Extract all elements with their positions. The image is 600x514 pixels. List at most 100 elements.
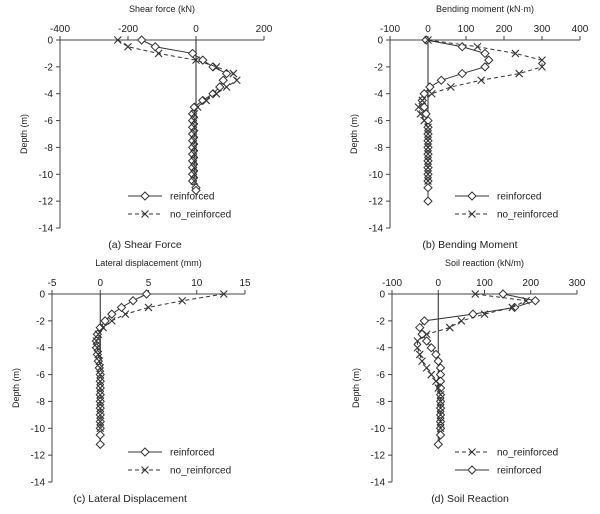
x-point [190,123,199,132]
y-tick-label: -4 [44,89,53,100]
x-tick-label: -100 [382,278,402,289]
x-point [192,56,200,65]
diamond-point [435,430,446,440]
y-tick-label: -10 [371,424,386,435]
x-point [96,384,105,392]
x-point [94,330,103,339]
y-tick-label: 0 [379,290,385,301]
y-tick-label: -14 [371,478,386,489]
x-tick-label: 0 [193,24,199,35]
y-tick-label: -14 [39,224,54,235]
x-point [427,370,436,379]
x-tick-label: 15 [239,278,251,289]
legend-label: no_reinforced [170,466,231,477]
y-tick-label: -4 [376,343,385,354]
y-tick-label: -2 [376,316,385,327]
series-line [117,39,238,181]
diamond-point [423,196,433,206]
x-point [190,116,199,125]
x-point [436,424,445,433]
x-point [178,296,187,305]
panel-caption: (a) Shear Force [108,239,182,251]
y-tick-label: -8 [44,143,53,154]
x-point [202,96,211,105]
x-point [219,290,228,298]
x-point [212,89,221,98]
diamond-point [457,68,467,79]
y-axis-title: Depth (m) [19,114,29,154]
diamond-point [509,302,520,313]
diamond-point [141,289,152,299]
diamond-point [498,289,508,299]
series-line [141,39,228,191]
x-point [190,109,199,118]
x-point [422,363,431,372]
y-tick-label: -4 [36,343,45,354]
x-point [436,410,445,419]
x-point [222,83,231,91]
x-point [424,163,432,172]
x-point [424,156,432,165]
x-point [96,370,105,379]
x-point [96,404,105,413]
x-tick-label: 300 [569,278,586,289]
x-tick-label: 400 [572,24,589,35]
y-tick-label: -8 [374,143,383,154]
x-point [424,177,432,185]
x-point [445,323,454,332]
x-point [413,337,422,345]
y-tick-label: -2 [374,62,383,73]
y-tick-label: -6 [374,116,383,127]
legend-marker [141,210,149,218]
x-point [92,337,101,345]
x-point [96,424,105,433]
x-tick-label: 200 [522,278,539,289]
y-tick-label: -10 [31,424,46,435]
diamond-point [198,55,208,65]
panel-caption: (d) Soil Reaction [431,493,509,505]
chart-panel-4: Soil reaction (kN/m)-100 0 100 200 3000-2-4-… [351,258,586,505]
x-tick-label: 100 [458,24,475,35]
diamond-point [468,309,478,319]
diamond-point [100,316,110,326]
x-point [480,310,489,319]
x-point [416,109,425,118]
x-point [124,42,132,51]
legend: reinforced no_reinforced [128,447,231,477]
diamond-point [421,336,432,346]
x-point [424,170,432,179]
x-point [414,103,423,112]
x-tick-label: 0 [435,278,441,289]
x-point [471,290,480,298]
y-tick-label: -8 [376,397,385,408]
x-point [190,170,199,179]
x-point [190,156,199,165]
diamond-point [415,322,425,333]
legend-marker [468,210,476,218]
x-axis-title: Lateral displacement (mm) [95,258,202,268]
legend: reinforced no_reinforced [455,191,558,221]
diamond-point [150,42,160,52]
x-point [424,130,432,138]
x-point [436,404,445,413]
x-point [121,310,130,319]
diamond-point [484,55,494,65]
x-point [190,136,199,145]
y-tick-label: -10 [39,170,54,181]
series-no_reinforced [414,36,546,185]
x-tick-label: 10 [191,278,203,289]
y-tick-label: -14 [369,224,384,235]
x-point [154,49,163,58]
x-point [424,136,432,145]
diamond-point [480,62,490,72]
series-no_reinforced [113,36,241,185]
diamond-point [436,75,447,85]
x-point [96,390,105,399]
x-point [538,62,546,71]
legend-marker [140,191,150,201]
x-point [418,357,426,366]
y-tick-label: -2 [44,62,53,73]
x-point [190,130,199,138]
legend-label: reinforced [170,192,214,203]
x-point [457,316,466,325]
